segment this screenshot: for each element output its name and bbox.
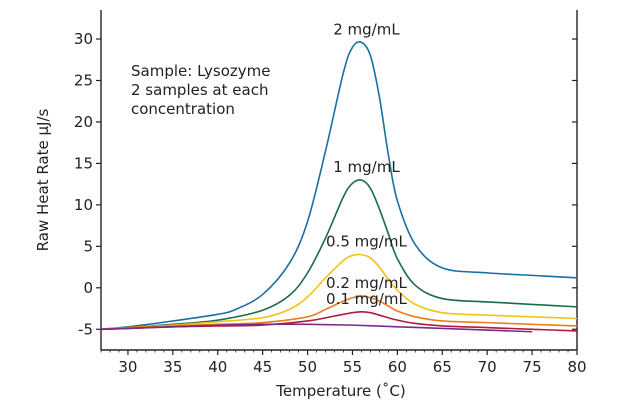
y-tick-label: 20 — [74, 113, 93, 131]
ticks: 30 35 40 45 50 55 60 65 70 75 80 -5 0 5 10 15 20 25 30 — [74, 30, 587, 376]
x-axis-label: Temperature (˚C) — [275, 382, 405, 400]
y-tick-label: 5 — [83, 237, 93, 255]
y-tick-label: 10 — [74, 196, 93, 214]
x-tick-label: 70 — [478, 358, 497, 376]
series-label-2-mg-ml: 2 mg/mL — [333, 20, 400, 38]
annotation-line: Sample: Lysozyme — [131, 62, 271, 80]
x-tick-label: 50 — [298, 358, 317, 376]
series-line-baseline — [100, 323, 533, 333]
y-tick-label: 15 — [74, 154, 93, 172]
series-line-2-mg-ml — [100, 41, 578, 331]
y-tick-label: 0 — [83, 279, 93, 297]
y-tick-label: 30 — [74, 30, 93, 48]
axes — [100, 10, 578, 351]
x-tick-label: 65 — [433, 358, 452, 376]
series-label-0-5-mg-ml: 0.5 mg/mL — [326, 233, 407, 251]
x-tick-label: 75 — [523, 358, 542, 376]
series-line-1-mg-ml — [100, 178, 578, 331]
series-label-0-2-mg-ml: 0.2 mg/mL — [326, 274, 407, 292]
x-tick-label: 55 — [343, 358, 362, 376]
y-axis-label: Raw Heat Rate μJ/s — [34, 108, 52, 251]
x-tick-label: 35 — [163, 358, 182, 376]
series-label-1-mg-ml: 1 mg/mL — [333, 158, 400, 176]
x-tick-label: 40 — [208, 358, 227, 376]
y-tick-label: 25 — [74, 71, 93, 89]
series-line-0-2-mg-ml — [100, 295, 578, 331]
x-tick-label: 60 — [388, 358, 407, 376]
y-tick-label: -5 — [78, 320, 93, 338]
series-labels: 2 mg/mL 1 mg/mL 0.5 mg/mL 0.2 mg/mL0.1 mg/m… — [326, 20, 407, 308]
series-label-0-1-mg-ml: 0.1 mg/mL — [326, 290, 407, 308]
series-lines — [100, 41, 578, 333]
sample-annotation: Sample: Lysozyme 2 samples at each conce… — [131, 62, 275, 118]
annotation-line: 2 samples at each — [131, 81, 268, 99]
x-tick-label: 45 — [253, 358, 272, 376]
series-line-0-5-mg-ml — [100, 253, 578, 331]
x-tick-label: 30 — [118, 358, 137, 376]
annotation-line: concentration — [131, 100, 235, 118]
x-tick-label: 80 — [567, 358, 586, 376]
